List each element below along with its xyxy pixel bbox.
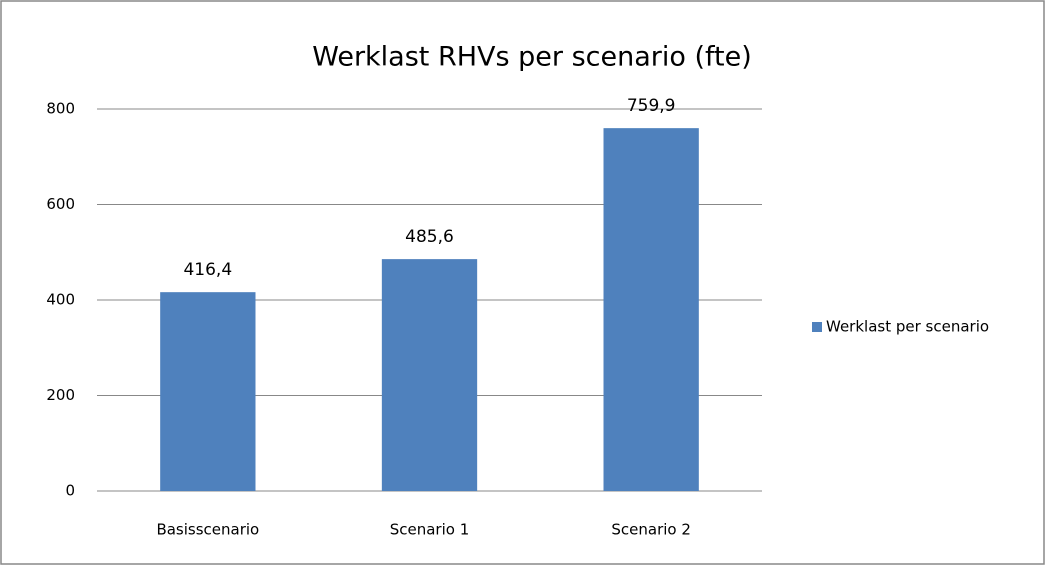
y-tick-label: 800	[46, 100, 75, 118]
y-tick-label: 400	[46, 291, 75, 309]
x-tick-label: Scenario 1	[390, 521, 470, 539]
data-label: 759,9	[627, 96, 676, 116]
x-tick-label: Scenario 2	[611, 521, 691, 539]
data-label: 416,4	[183, 260, 232, 280]
y-tick-label: 200	[46, 386, 75, 404]
bar	[603, 128, 699, 491]
legend-swatch	[812, 322, 822, 332]
chart-title: Werklast RHVs per scenario (fte)	[312, 42, 752, 73]
bar	[160, 292, 256, 491]
y-tick-label: 0	[65, 482, 75, 500]
y-tick-label: 600	[46, 195, 75, 213]
legend-label: Werklast per scenario	[826, 318, 989, 336]
data-label: 485,6	[405, 227, 454, 247]
bar	[381, 259, 478, 491]
x-tick-label: Basisscenario	[156, 521, 259, 539]
